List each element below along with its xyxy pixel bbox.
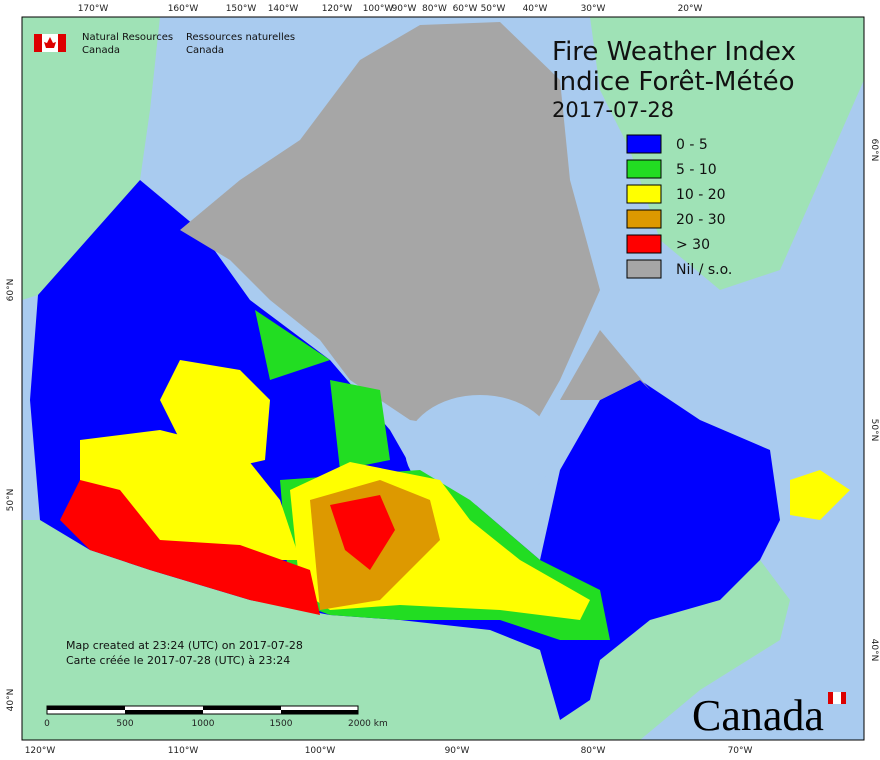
legend-swatch [626,184,662,204]
lon-label: 80°W [422,4,447,14]
lon-label: 120°W [25,746,56,756]
legend-swatch [626,259,662,279]
zone-green-1 [330,380,390,470]
lat-label: 60°N [6,279,16,302]
legend-swatch [626,134,662,154]
lon-label: 40°W [523,4,548,14]
lat-label: 40°N [6,689,16,712]
lon-label: 50°W [481,4,506,14]
scale-seg [203,706,281,710]
title-fr: Indice Forêt-Météo [552,67,795,97]
lat-label: 50°N [869,419,879,442]
title-en: Fire Weather Index [552,37,796,67]
agency-signature: Natural Resources Canada Ressources natu… [34,32,295,56]
lon-label: 90°W [392,4,417,14]
lon-label: 170°W [78,4,109,14]
lon-label: 100°W [305,746,336,756]
lon-label: 100°W [363,4,394,14]
scale-bar: 0 500 1000 1500 2000 km [44,705,388,729]
legend-swatch [626,209,662,229]
map [21,16,865,741]
legend-label: 5 - 10 [676,162,717,178]
agency-en: Natural Resources [82,32,173,43]
lon-label: 110°W [168,746,199,756]
lon-label: 160°W [168,4,199,14]
graticule-bottom: 120°W 110°W 100°W 90°W 80°W 70°W [25,746,753,756]
no-data-arctic [180,22,600,450]
legend-label: 10 - 20 [676,187,726,203]
wordmark: Canada [692,691,846,740]
scale-label: 0 [44,719,50,729]
usa [22,520,790,740]
wordmark-flag-bar [841,692,846,704]
lat-label: 40°N [869,639,879,662]
note: Carte créée le 2017-07-28 (UTC) à 23:24 [66,654,290,667]
agency-fr: Canada [186,45,224,56]
map-date: 2017-07-28 [552,98,674,122]
scale-label: 500 [116,719,133,729]
lat-label: 50°N [6,489,16,512]
flag-bar [58,34,66,52]
wordmark-flag-bar [828,692,833,704]
lon-label: 150°W [226,4,257,14]
lon-label: 70°W [728,746,753,756]
graticule-sides: 60°N 50°N 40°N 60°N 50°N 40°N [6,139,879,712]
no-data-labrador [560,330,650,400]
lon-label: 90°W [445,746,470,756]
agency-en: Canada [82,45,120,56]
graticule-top: 170°W 160°W 150°W 140°W 120°W 100°W 90°W… [78,4,703,14]
lat-label: 60°N [869,139,879,162]
legend-swatch [626,159,662,179]
zone-yellow-nfld [790,470,850,520]
map-frame [21,16,865,741]
scale-seg [125,710,203,714]
alaska [22,17,160,300]
agency-fr: Ressources naturelles [186,32,295,43]
lon-label: 80°W [581,746,606,756]
scale-seg [47,706,125,710]
zone-red-2 [60,480,320,615]
canada-wordmark: Canada [692,691,824,740]
legend-label: 0 - 5 [676,137,708,153]
scale-label: 1000 [192,719,215,729]
lon-label: 20°W [678,4,703,14]
scale-label: 1500 [270,719,293,729]
maple-leaf [44,37,56,48]
note: Map created at 23:24 (UTC) on 2017-07-28 [66,639,303,652]
legend-label: Nil / s.o. [676,262,732,278]
legend-label: > 30 [676,237,710,253]
legend-label: 20 - 30 [676,212,726,228]
scale-seg [281,710,358,714]
lon-label: 140°W [268,4,299,14]
hudson-bay [405,395,555,505]
legend-swatch [626,234,662,254]
lon-label: 30°W [581,4,606,14]
lon-label: 60°W [453,4,478,14]
zone-green-2 [255,310,330,380]
zone-red-1 [330,495,395,570]
lon-label: 120°W [322,4,353,14]
scale-label: 2000 km [348,719,388,729]
legend: 0 - 5 5 - 10 10 - 20 20 - 30 > 30 Nil / s.o. [626,134,732,279]
flag-bar [34,34,42,52]
